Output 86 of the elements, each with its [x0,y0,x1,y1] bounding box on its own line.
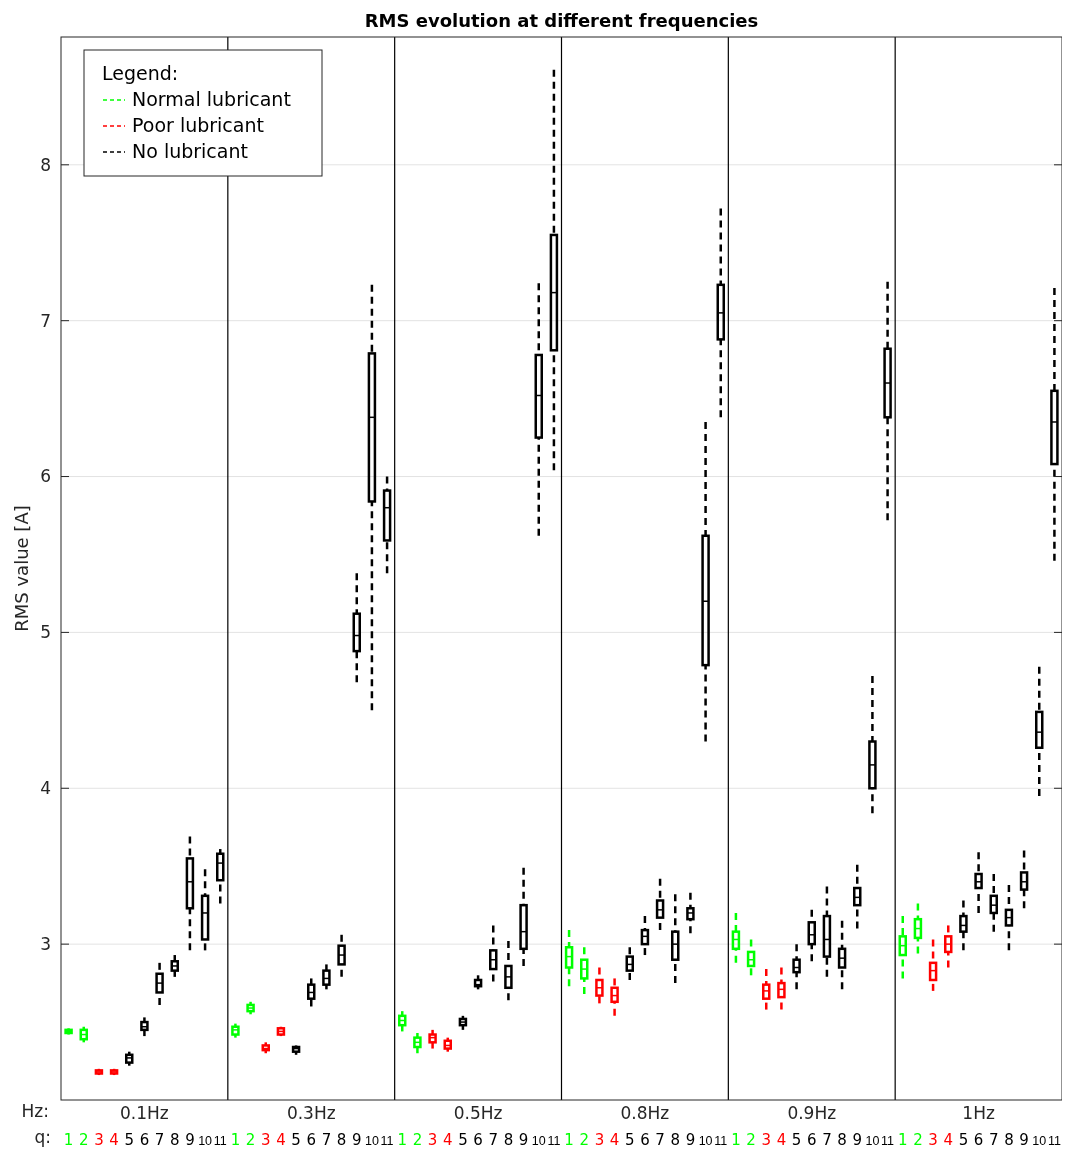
x-tick-label: 3 [427,1131,438,1149]
x-tick-label: 2 [412,1131,423,1149]
x-tick-label: 6 [306,1131,317,1149]
x-tick-label: 6 [473,1131,483,1149]
x-tick-label: 11 [213,1134,227,1148]
x-tick-label: 11 [1047,1134,1061,1148]
x-tick-label: 9 [518,1131,529,1149]
y-tick-label: 7 [40,310,51,331]
text: 0.9Hz [787,1103,837,1123]
x-tick-label: 7 [988,1131,999,1149]
x-tick-label: 4 [442,1131,453,1149]
x-tick-label: 4 [276,1131,286,1149]
x-tick-label: 2 [746,1131,756,1149]
x-tick-label: 3 [94,1131,104,1149]
y-axis-title: RMS value [A] [11,505,32,632]
x-tick-label: 5 [124,1131,135,1149]
x-tick-label: 7 [822,1131,832,1149]
x-tick-label: 2 [245,1131,256,1149]
x-tick-label: 1 [230,1131,241,1149]
x-tick-label: 3 [761,1131,772,1149]
x-tick-label: 3 [928,1131,938,1149]
x-tick-label: 8 [169,1131,180,1149]
x-tick-label: 5 [791,1131,802,1149]
x-tick-label: 11 [714,1134,728,1148]
x-tick-label: 4 [943,1131,954,1149]
x-tick-label: 10 [198,1134,213,1148]
x-tick-label: 1 [63,1131,74,1149]
x-tick-label: 7 [321,1131,332,1149]
x-tick-label: 6 [139,1131,150,1149]
x-tick-label: 5 [958,1131,969,1149]
x-tick-label: 8 [503,1131,514,1149]
x-tick-label: 10 [364,1134,379,1148]
text: 1Hz [962,1103,995,1123]
y-tick-label: 5 [40,622,51,643]
x-tick-label: 9 [685,1131,696,1149]
x-tick-label: 9 [1019,1131,1029,1149]
x-tick-label: 1 [564,1131,574,1149]
x-tick-label: 1 [897,1131,908,1149]
chart-title: RMS evolution at different frequencies [364,10,759,31]
x-tick-label: 2 [579,1131,590,1149]
y-tick-label: 8 [40,154,51,175]
x-tick-label: 8 [1004,1131,1014,1149]
x-tick-label: 5 [458,1131,468,1149]
x-tick-label: 4 [109,1131,119,1149]
x-tick-label: 10 [1032,1134,1047,1148]
text: 0.8Hz [620,1103,670,1123]
x-tick-label: 10 [698,1134,713,1148]
y-tick-label: 4 [40,778,51,799]
x-tick-label: 2 [913,1131,923,1149]
x-tick-label: 5 [624,1131,635,1149]
x-tick-label: 9 [185,1131,195,1149]
text: Hz: [21,1101,49,1121]
x-tick-label: 3 [260,1131,271,1149]
x-tick-label: 6 [640,1131,650,1149]
x-tick-label: 6 [806,1131,817,1149]
x-tick-label: 8 [670,1131,681,1149]
x-tick-label: 4 [776,1131,787,1149]
x-tick-label: 7 [655,1131,665,1149]
legend-title: Legend: [102,62,179,84]
x-tick-label: 10 [531,1134,546,1148]
x-tick-label: 4 [609,1131,620,1149]
x-tick-label: 11 [881,1134,895,1148]
x-tick-label: 10 [865,1134,880,1148]
x-tick-label: 9 [852,1131,863,1149]
legend-label: Poor lubricant [132,114,264,136]
x-tick-label: 1 [731,1131,741,1149]
x-tick-label: 11 [380,1134,394,1148]
x-tick-label: 5 [291,1131,301,1149]
y-tick-label: 6 [40,466,51,487]
x-tick-label: 2 [78,1131,89,1149]
x-tick-label: 1 [397,1131,408,1149]
text: 0.3Hz [286,1103,336,1123]
legend-label: No lubricant [132,140,248,162]
x-tick-label: 11 [547,1134,561,1148]
text: 0.5Hz [453,1103,503,1123]
x-tick-label: 6 [973,1131,984,1149]
x-tick-label: 8 [837,1131,847,1149]
legend-label: Normal lubricant [132,88,291,110]
x-tick-label: 7 [488,1131,499,1149]
x-tick-label: 9 [351,1131,362,1149]
y-tick-label: 3 [40,934,51,955]
x-tick-label: 7 [154,1131,165,1149]
x-tick-label: 3 [594,1131,605,1149]
text: q: [34,1127,51,1147]
text: 0.1Hz [120,1103,169,1123]
x-tick-label: 8 [336,1131,347,1149]
